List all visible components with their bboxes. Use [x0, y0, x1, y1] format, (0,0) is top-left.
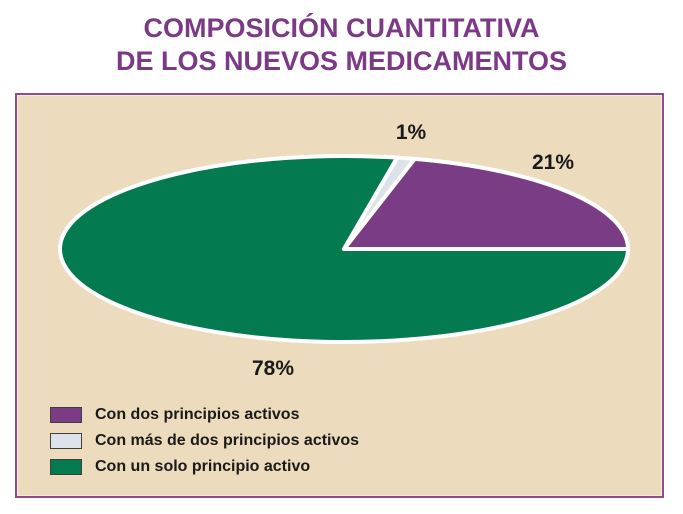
pie-chart — [17, 95, 662, 496]
chart-title-line1: COMPOSICIÓN CUANTITATIVA — [143, 13, 540, 43]
legend: Con dos principios activos Con más de dos… — [50, 406, 359, 475]
legend-row: Con más de dos principios activos — [50, 432, 359, 449]
chart-panel: 21% 1% 78% Con dos principios activos Con… — [15, 93, 664, 498]
chart-title: COMPOSICIÓN CUANTITATIVA DE LOS NUEVOS M… — [0, 12, 683, 78]
legend-label: Con más de dos principios activos — [95, 432, 360, 449]
legend-row: Con un solo principio activo — [50, 458, 359, 475]
pie-chart-svg — [58, 154, 630, 345]
legend-row: Con dos principios activos — [50, 406, 359, 423]
chart-title-line2: DE LOS NUEVOS MEDICAMENTOS — [115, 46, 568, 76]
pie-slice-1pct — [342, 155, 417, 251]
legend-swatch — [50, 406, 82, 423]
legend-swatch — [50, 432, 82, 449]
pie-label-1pct: 1% — [395, 121, 427, 144]
pie-label-78pct: 78% — [251, 357, 295, 380]
legend-label: Con un solo principio activo — [95, 458, 311, 475]
legend-swatch — [50, 458, 82, 475]
pie-label-21pct: 21% — [531, 151, 575, 174]
legend-label: Con dos principios activos — [95, 406, 300, 423]
pie-slice-21pct — [342, 156, 630, 251]
